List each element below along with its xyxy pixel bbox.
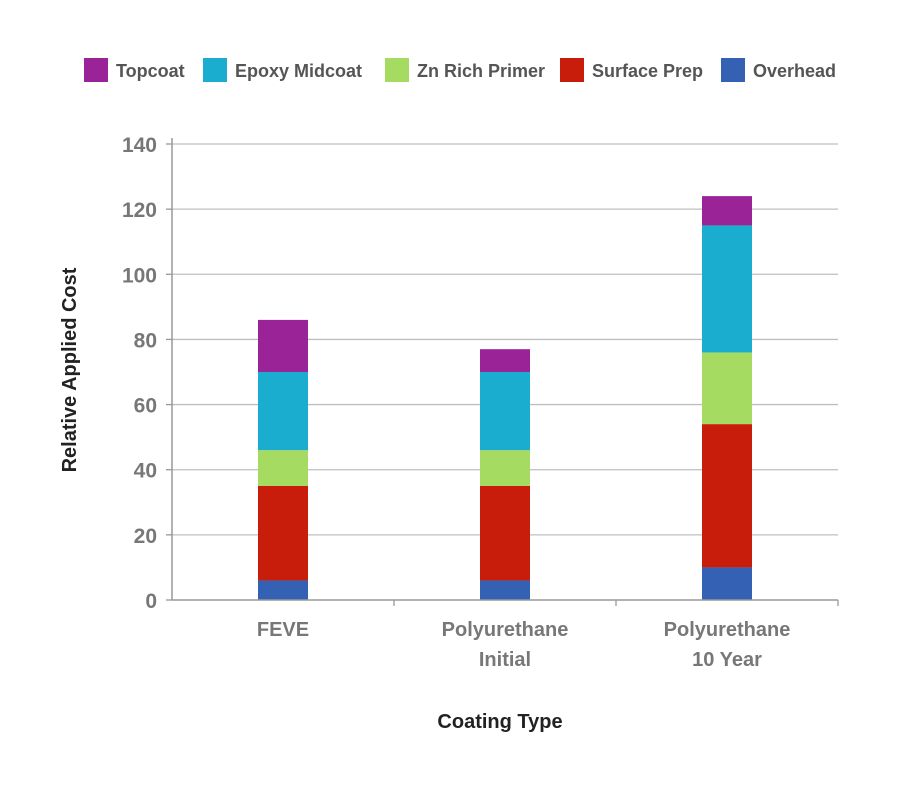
bar-segment-surface-prep [480,486,530,581]
bar-segment-overhead [702,567,752,600]
bar-segment-epoxy-midcoat [702,225,752,353]
bar-segment-surface-prep [258,486,308,581]
legend-label: Topcoat [116,61,185,81]
y-tick-label: 120 [122,199,157,222]
legend-swatch [721,58,745,82]
legend-swatch [203,58,227,82]
bar-segment-surface-prep [702,424,752,568]
legend-swatch [84,58,108,82]
bar-segment-overhead [480,580,530,600]
x-category-label: FEVE [257,619,309,641]
axes [171,138,839,606]
x-axis-title: Coating Type [437,711,562,733]
bar-segment-zn-rich-primer [258,450,308,486]
x-category-label: Initial [479,649,531,671]
y-tick-label: 0 [145,590,157,613]
legend-label: Overhead [753,61,836,81]
bar-segment-zn-rich-primer [480,450,530,486]
bar-segment-topcoat [480,349,530,372]
y-tick-label: 100 [122,264,157,287]
y-axis-ticks: 0 20 40 60 80 100 120 140 [122,134,172,613]
bar-segment-overhead [258,580,308,600]
x-category-label: 10 Year [692,649,762,671]
x-axis-categories: FEVE Polyurethane Initial Polyurethane 10 Ye… [257,619,790,671]
y-tick-label: 140 [122,134,157,157]
bar-segment-topcoat [702,196,752,226]
bar-segment-topcoat [258,319,308,372]
bar-segment-zn-rich-primer [702,352,752,425]
legend-label: Surface Prep [592,61,703,81]
y-tick-label: 40 [134,460,157,483]
legend: Topcoat Epoxy Midcoat Zn Rich Primer Surfac… [84,58,836,82]
bar-segment-epoxy-midcoat [480,372,530,451]
x-category-label: Polyurethane [442,619,569,641]
y-axis-title: Relative Applied Cost [59,267,81,472]
legend-label: Zn Rich Primer [417,61,545,81]
legend-label: Epoxy Midcoat [235,61,362,81]
bars [258,196,752,600]
y-tick-label: 20 [134,525,157,548]
y-tick-label: 60 [134,395,157,418]
legend-swatch [560,58,584,82]
x-category-label: Polyurethane [664,619,791,641]
y-tick-label: 80 [134,329,157,352]
legend-swatch [385,58,409,82]
bar-segment-epoxy-midcoat [258,372,308,451]
